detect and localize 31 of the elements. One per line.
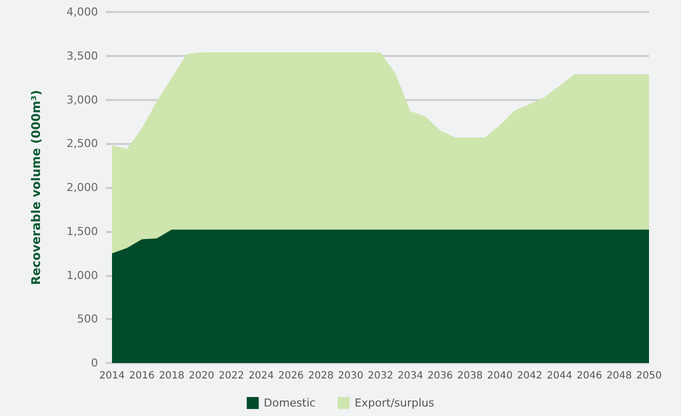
x-tick-label: 2022 <box>218 370 244 382</box>
x-tick-label: 2018 <box>158 370 184 382</box>
y-tick-label: 3,000 <box>66 93 98 106</box>
y-tick-label: 1,500 <box>66 224 98 238</box>
x-tick-label: 2042 <box>516 370 542 382</box>
x-tick-label: 2024 <box>248 370 274 382</box>
y-tick-label: 500 <box>77 312 98 326</box>
x-tick-label: 2040 <box>487 370 513 382</box>
x-tick-label: 2044 <box>546 370 572 382</box>
x-tick-label: 2026 <box>278 370 304 382</box>
x-tick-label: 2014 <box>99 370 125 382</box>
y-tick-label: 2,000 <box>66 181 98 194</box>
legend-label: Export/surplus <box>354 396 435 410</box>
x-tick-label: 2020 <box>188 370 214 382</box>
y-axis-title: Recoverable volume (000m³) <box>29 90 43 286</box>
x-tick-label: 2030 <box>338 370 364 382</box>
x-tick-label: 2034 <box>398 370 424 382</box>
legend-label: Domestic <box>264 396 316 410</box>
x-tick-label: 2038 <box>457 370 483 382</box>
x-tick-label: 2050 <box>636 370 662 382</box>
x-tick-label: 2028 <box>308 370 334 382</box>
x-tick-label: 2036 <box>427 370 453 382</box>
y-tick-label: 4,000 <box>66 6 98 18</box>
x-tick-label: 2032 <box>368 370 394 382</box>
y-tick-label: 0 <box>91 356 98 370</box>
y-tick-label: 3,500 <box>66 49 98 62</box>
y-tick-label: 2,500 <box>66 137 98 150</box>
x-tick-label: 2048 <box>606 370 632 382</box>
x-tick-label: 2016 <box>129 370 155 382</box>
x-tick-label: 2046 <box>576 370 602 382</box>
y-tick-label: 1,000 <box>66 268 98 282</box>
